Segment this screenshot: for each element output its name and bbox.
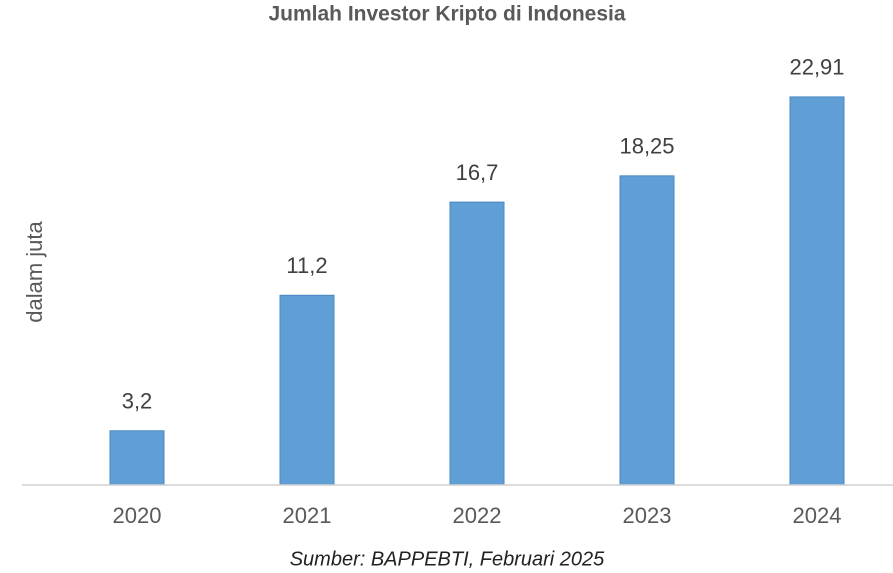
bar [789,96,845,486]
source-note: Sumber: BAPPEBTI, Februari 2025 [290,548,605,570]
x-tick-label: 2022 [453,503,502,528]
x-tick-label: 2024 [793,503,842,528]
value-label: 11,2 [286,253,327,278]
x-tick-label: 2021 [283,503,332,528]
y-axis-label: dalam juta [22,220,47,322]
bar [109,430,165,486]
value-label: 18,25 [619,134,674,159]
x-tick-label: 2020 [113,503,162,528]
chart-title: Jumlah Investor Kripto di Indonesia [268,3,625,26]
x-tick-label: 2023 [623,503,672,528]
value-label: 3,2 [122,389,153,414]
bar [449,201,505,486]
bar [619,175,675,486]
value-label: 16,7 [456,160,499,185]
value-label: 22,91 [789,55,844,80]
bar [279,294,335,486]
